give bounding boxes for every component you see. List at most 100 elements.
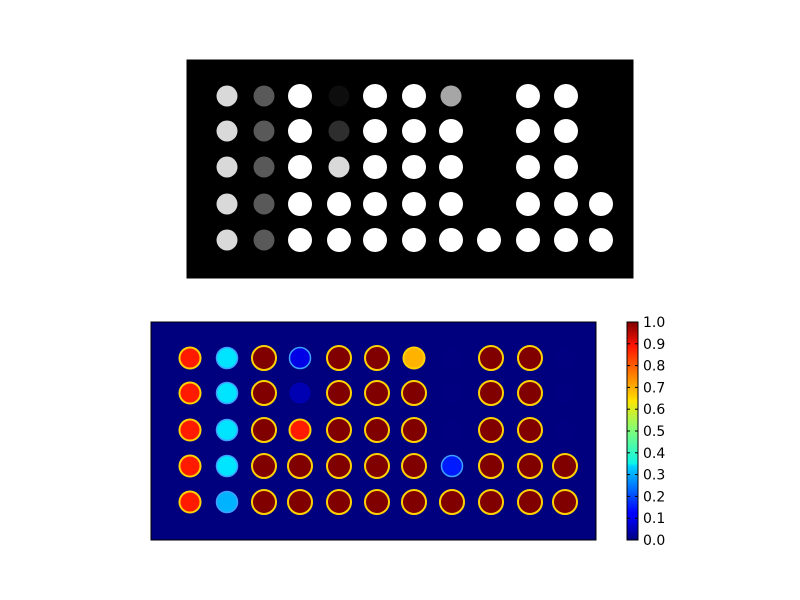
spot-c4-r3 [288,418,312,442]
spot-c5-r2 [363,119,387,143]
grayscale-image-frame [186,59,634,279]
colorbar-tick-label-10: 1.0 [643,315,665,331]
spot-c1-r3 [178,418,202,442]
spot-c6-r5 [364,489,390,515]
spot-c8-r5 [439,489,465,515]
spot-c7-r2 [439,119,463,143]
spot-c9-r2 [516,119,540,143]
spot-c6-r5 [402,228,426,252]
colorbar-tick-label-0: 0.0 [643,533,665,549]
spot-c2-r1 [215,346,239,370]
spot-c1-r5 [178,490,202,514]
spot-c7-r4 [401,453,427,479]
spot-c11-r4 [552,453,578,479]
jet-image-panel [150,321,597,541]
spot-c3-r2 [251,380,277,406]
spot-c3-r4 [251,453,277,479]
spot-c6-r1 [402,84,426,108]
spot-c5-r4 [363,192,387,216]
spot-c9-r1 [478,345,504,371]
spot-c6-r3 [402,155,426,179]
spot-c6-r2 [364,380,390,406]
spot-c7-r1 [402,346,426,370]
spot-c1-r1 [178,346,202,370]
jet-image-frame [150,321,597,541]
spot-c8-r3 [441,419,463,441]
spot-c2-r1 [253,85,275,107]
spot-c11-r5 [552,489,578,515]
spot-c4-r4 [287,453,313,479]
spot-c10-r2 [517,380,543,406]
spot-c1-r4 [178,454,202,478]
spot-c1-r2 [216,120,238,142]
spot-c3-r5 [288,228,312,252]
spot-c9-r4 [478,453,504,479]
spot-c2-r5 [253,229,275,251]
spot-c10-r5 [517,489,543,515]
spot-c10-r3 [517,417,543,443]
spot-c1-r3 [216,156,238,178]
spot-c5-r3 [326,417,352,443]
spot-c10-r2 [554,119,578,143]
colorbar-tick-label-8: 0.8 [643,359,665,375]
spot-c4-r5 [327,228,351,252]
spot-c4-r3 [328,156,350,178]
spot-c3-r3 [251,417,277,443]
spot-c5-r4 [326,453,352,479]
spot-c3-r2 [288,119,312,143]
spot-c10-r4 [517,453,543,479]
spot-c9-r3 [516,155,540,179]
spot-c10-r5 [554,228,578,252]
spot-c5-r1 [363,84,387,108]
spot-c6-r1 [364,345,390,371]
spot-c2-r3 [253,156,275,178]
spot-c11-r5 [589,228,613,252]
spot-c9-r4 [516,192,540,216]
spot-c11-r3 [554,419,576,441]
spot-c6-r3 [364,417,390,443]
spot-c6-r2 [402,119,426,143]
spot-c11-r2 [554,382,576,404]
spot-c10-r4 [554,192,578,216]
spot-c1-r1 [216,85,238,107]
colorbar-tick-label-3: 0.3 [643,468,665,484]
colorbar-tick-label-2: 0.2 [643,489,665,505]
spot-c3-r1 [288,84,312,108]
spot-c10-r1 [554,84,578,108]
spot-c5-r3 [363,155,387,179]
spot-c7-r4 [439,192,463,216]
spot-c9-r3 [478,417,504,443]
spot-c7-r2 [401,380,427,406]
spot-c10-r1 [517,345,543,371]
colorbar-tick-label-9: 0.9 [643,337,665,353]
spot-c1-r4 [216,193,238,215]
spot-c5-r5 [326,489,352,515]
spot-c4-r1 [288,346,312,370]
spot-c9-r1 [516,84,540,108]
spot-c2-r5 [215,490,239,514]
spot-c5-r2 [326,380,352,406]
spot-c2-r4 [253,193,275,215]
spot-c2-r2 [253,120,275,142]
spot-c5-r5 [363,228,387,252]
spot-c4-r4 [327,192,351,216]
colorbar-tick-label-4: 0.4 [643,446,665,462]
spot-c3-r5 [251,489,277,515]
spot-c3-r3 [288,155,312,179]
spot-c3-r4 [288,192,312,216]
spot-c9-r5 [516,228,540,252]
spot-c9-r5 [478,489,504,515]
colorbar-tick-label-1: 0.1 [643,511,665,527]
spot-c9-r2 [478,380,504,406]
spot-c6-r4 [364,453,390,479]
spot-c8-r2 [441,382,463,404]
spot-c4-r1 [328,85,350,107]
spot-c8-r1 [441,347,463,369]
colorbar-tick-label-6: 0.6 [643,402,665,418]
spot-c6-r4 [402,192,426,216]
spot-c2-r4 [215,454,239,478]
colorbar: 0.0 0.1 0.2 0.3 0.4 0.5 0.6 0.7 0.8 0.9 1.0 [626,315,665,549]
jet-spots [178,345,578,515]
colorbar-tick-label-7: 0.7 [643,380,665,396]
